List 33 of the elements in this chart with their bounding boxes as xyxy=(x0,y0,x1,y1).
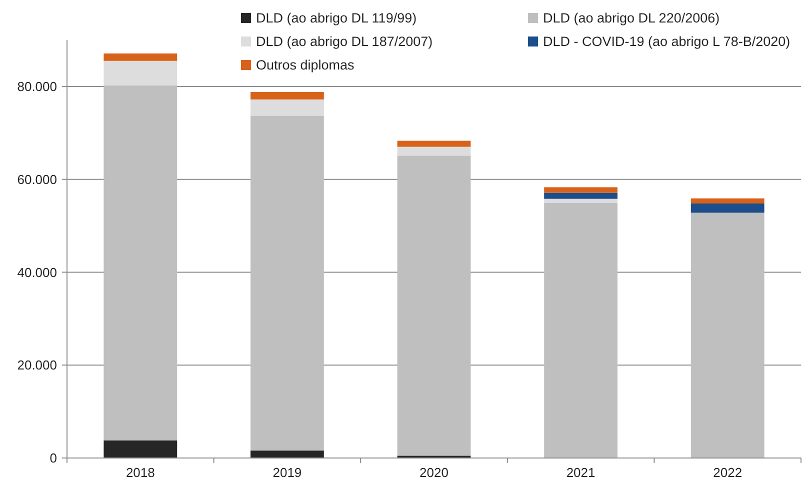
x-tick-label: 2019 xyxy=(272,465,302,480)
x-tick-label: 2018 xyxy=(126,465,155,480)
bar xyxy=(250,99,324,116)
y-tick-label: 40.000 xyxy=(17,264,57,280)
bar xyxy=(397,146,471,156)
y-tick-label: 20.000 xyxy=(17,358,57,373)
y-tick-label: 0 xyxy=(50,450,57,466)
bar xyxy=(250,92,324,100)
bar xyxy=(690,203,764,213)
bar xyxy=(397,156,471,456)
bar xyxy=(104,86,178,440)
y-tick-label: 60.000 xyxy=(17,172,57,187)
bar xyxy=(104,60,178,86)
bar xyxy=(544,187,618,193)
bar xyxy=(250,450,324,458)
x-tick-label: 2021 xyxy=(566,465,596,480)
legend-label: Outros diplomas xyxy=(256,58,355,73)
bar xyxy=(104,440,178,458)
legend-label: DLD (ao abrigo DL 187/2007) xyxy=(256,34,433,50)
bar xyxy=(690,212,764,458)
legend-label: DLD - COVID-19 (ao abrigo L 78-B/2020) xyxy=(543,34,790,50)
x-tick-label: 2022 xyxy=(713,465,742,480)
bar xyxy=(397,140,471,147)
bar xyxy=(544,192,618,199)
y-tick-label: 80.000 xyxy=(17,78,57,94)
bar xyxy=(104,53,178,61)
bar xyxy=(690,198,764,204)
bar xyxy=(544,203,618,458)
bar xyxy=(544,198,618,204)
legend-label: DLD (ao abrigo DL 220/2006) xyxy=(543,10,720,26)
x-tick-label: 2020 xyxy=(420,465,448,480)
bar xyxy=(250,116,324,451)
legend-label: DLD (ao abrigo DL 119/99) xyxy=(256,10,417,26)
